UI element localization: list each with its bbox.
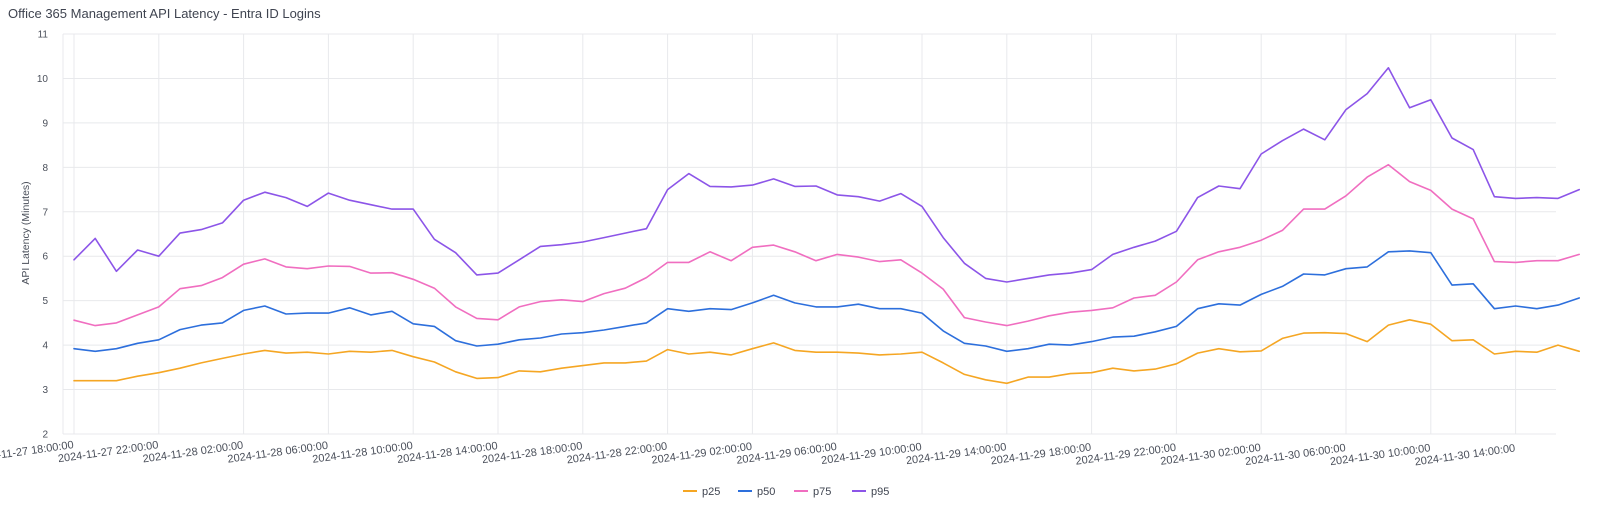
legend-label: p50 xyxy=(757,486,775,498)
y-tick-label: 3 xyxy=(42,385,48,396)
series-lines xyxy=(73,67,1580,385)
y-tick-label: 2 xyxy=(42,430,48,441)
chart-title: Office 365 Management API Latency - Entr… xyxy=(8,6,321,21)
y-tick-label: 9 xyxy=(42,118,48,129)
series-line-p50 xyxy=(73,250,1580,353)
y-tick-label: 7 xyxy=(42,207,48,218)
legend: p25 p50 p75 p95 xyxy=(683,486,889,498)
y-axis-label: API Latency (Minutes) xyxy=(20,181,32,284)
series-line-p25 xyxy=(73,318,1580,385)
series-line-p75 xyxy=(73,163,1580,327)
legend-label: p75 xyxy=(813,486,831,498)
y-tick-label: 8 xyxy=(42,163,48,174)
y-tick-label: 10 xyxy=(37,74,49,85)
y-tick-label: 4 xyxy=(42,341,48,352)
legend-item-p95[interactable]: p95 xyxy=(852,486,889,498)
y-axis-ticks: 2 3 4 5 6 7 8 9 10 11 xyxy=(37,30,49,441)
y-tick-label: 5 xyxy=(42,296,48,307)
legend-item-p50[interactable]: p50 xyxy=(738,486,775,498)
grid-lines xyxy=(62,33,1556,435)
legend-label: p25 xyxy=(702,486,720,498)
legend-item-p25[interactable]: p25 xyxy=(683,486,720,498)
legend-label: p95 xyxy=(871,486,889,498)
y-tick-label: 6 xyxy=(42,252,48,263)
series-line-p95 xyxy=(73,67,1580,283)
legend-item-p75[interactable]: p75 xyxy=(794,486,831,498)
y-tick-label: 11 xyxy=(38,30,49,41)
